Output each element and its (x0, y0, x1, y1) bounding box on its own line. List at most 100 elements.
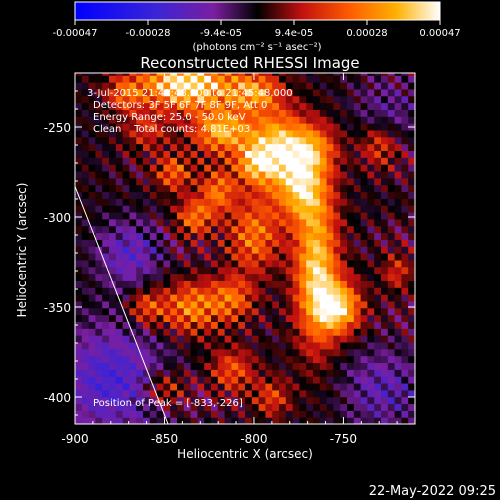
heatmap-cell (279, 341, 287, 350)
heatmap-cell (149, 136, 158, 145)
heatmap-cell (299, 376, 307, 384)
heatmap-cell (190, 417, 198, 424)
heatmap-cell (333, 198, 341, 206)
heatmap-cell (333, 389, 341, 398)
heatmap-cell (163, 205, 171, 213)
heatmap-cell (279, 184, 287, 193)
heatmap-cell (272, 205, 280, 213)
heatmap-cell (129, 239, 137, 247)
heatmap-cell (313, 287, 321, 295)
heatmap-cell (238, 369, 246, 377)
heatmap-cell (258, 410, 266, 418)
heatmap-cell (381, 157, 389, 165)
heatmap-cell (129, 143, 137, 151)
heatmap-cell (374, 362, 382, 370)
heatmap-cell (306, 82, 314, 90)
heatmap-cell (190, 287, 198, 295)
heatmap-cell (122, 369, 130, 377)
heatmap-cell (163, 369, 171, 377)
heatmap-cell (95, 396, 103, 405)
heatmap-cell (115, 75, 124, 83)
heatmap-cell (170, 116, 178, 124)
heatmap-cell (415, 362, 422, 369)
heatmap-cell (374, 164, 382, 172)
heatmap-cell (415, 410, 422, 417)
heatmap-cell (149, 369, 158, 377)
heatmap-cell (401, 294, 409, 302)
heatmap-cell (197, 191, 205, 199)
heatmap-cell (204, 102, 212, 110)
heatmap-cell (415, 328, 422, 335)
heatmap-cell (156, 348, 164, 357)
heatmap-cell (122, 95, 130, 104)
heatmap-cell (217, 157, 226, 165)
heatmap-cell (401, 109, 409, 117)
heatmap-cell (197, 225, 205, 234)
heatmap-cell (347, 177, 355, 186)
heatmap-cell (347, 328, 355, 336)
heatmap-cell (272, 129, 280, 138)
heatmap-cell (387, 246, 396, 254)
heatmap-cell (381, 184, 389, 193)
heatmap-cell (197, 369, 205, 377)
heatmap-cell (204, 225, 212, 234)
heatmap-cell (95, 348, 103, 357)
heatmap-cell (299, 403, 307, 411)
heatmap-cell (381, 300, 389, 309)
heatmap-cell (190, 239, 198, 247)
heatmap-cell (272, 417, 280, 424)
heatmap-cell (211, 150, 219, 158)
heatmap-cell (381, 73, 389, 76)
heatmap-cell (272, 95, 280, 104)
heatmap-cell (75, 376, 83, 384)
heatmap-cell (231, 170, 239, 179)
heatmap-cell (272, 321, 280, 329)
heatmap-cell (143, 348, 151, 357)
heatmap-cell (319, 300, 328, 309)
heatmap-cell (258, 239, 266, 247)
heatmap-cell (177, 75, 185, 83)
heatmap-cell (245, 382, 253, 391)
heatmap-cell (204, 95, 212, 104)
heatmap-cell (299, 246, 307, 254)
heatmap-cell (129, 116, 137, 124)
heatmap-cell (190, 389, 198, 398)
heatmap-cell (319, 157, 328, 165)
heatmap-cell (156, 129, 164, 138)
heatmap-cell (115, 259, 124, 268)
heatmap-cell (326, 170, 334, 179)
heatmap-cell (360, 321, 368, 329)
heatmap-cell (408, 246, 415, 254)
heatmap-cell (394, 191, 402, 199)
heatmap-cell (292, 157, 300, 165)
heatmap-cell (238, 341, 246, 350)
heatmap-cell (265, 239, 273, 247)
heatmap-cell (170, 75, 178, 83)
heatmap-cell (401, 382, 409, 391)
heatmap-cell (81, 198, 90, 206)
heatmap-cell (313, 164, 321, 172)
heatmap-cell (177, 157, 185, 165)
heatmap-cell (177, 314, 185, 322)
heatmap-cell (156, 369, 164, 377)
heatmap-cell (353, 328, 362, 336)
heatmap-cell (394, 116, 402, 124)
heatmap-cell (156, 184, 164, 193)
heatmap-cell (211, 348, 219, 357)
heatmap-cell (394, 417, 402, 424)
heatmap-cell (347, 266, 355, 275)
heatmap-cell (238, 102, 246, 110)
heatmap-cell (88, 410, 96, 418)
heatmap-cell (122, 164, 130, 172)
heatmap-cell (353, 314, 362, 322)
heatmap-cell (360, 136, 368, 145)
heatmap-cell (319, 266, 328, 275)
heatmap-cell (265, 170, 273, 179)
heatmap-cell (109, 376, 117, 384)
heatmap-cell (285, 348, 294, 357)
heatmap-cell (149, 75, 158, 83)
heatmap-cell (75, 287, 83, 295)
heatmap-cell (401, 396, 409, 405)
heatmap-cell (306, 170, 314, 179)
heatmap-cell (183, 95, 192, 104)
